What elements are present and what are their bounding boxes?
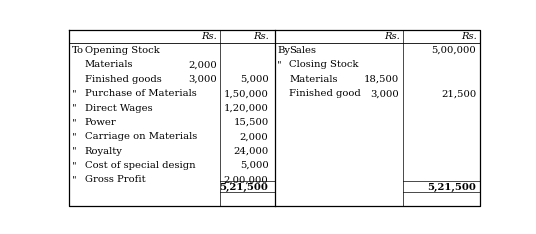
Text: Cost of special design: Cost of special design	[85, 161, 196, 170]
Text: Purchase of Materials: Purchase of Materials	[85, 89, 197, 98]
Text: Sales: Sales	[289, 46, 316, 55]
Text: Rs.: Rs.	[202, 32, 218, 41]
Text: 1,50,000: 1,50,000	[224, 89, 269, 98]
Text: 2,00,000: 2,00,000	[224, 176, 269, 184]
Text: ": "	[72, 118, 76, 127]
Text: 21,500: 21,500	[441, 89, 476, 98]
Text: Direct Wages: Direct Wages	[85, 104, 152, 113]
Text: 18,500: 18,500	[363, 75, 399, 84]
Text: 2,000: 2,000	[188, 60, 217, 69]
Text: 5,000: 5,000	[240, 161, 269, 170]
Text: Finished goods: Finished goods	[85, 75, 161, 84]
Text: Rs.: Rs.	[461, 32, 477, 41]
Text: Finished good: Finished good	[289, 89, 361, 98]
Text: Materials: Materials	[85, 60, 133, 69]
Text: 2,000: 2,000	[240, 132, 269, 141]
Text: ": "	[277, 60, 281, 69]
Text: Opening Stock: Opening Stock	[85, 46, 160, 55]
Text: Gross Profit: Gross Profit	[85, 176, 145, 184]
Text: 5,00,000: 5,00,000	[431, 46, 476, 55]
Text: Materials: Materials	[289, 75, 338, 84]
Text: ": "	[72, 89, 76, 98]
Text: To: To	[72, 46, 84, 55]
Text: ": "	[72, 147, 76, 156]
Text: Carriage on Materials: Carriage on Materials	[85, 132, 197, 141]
Text: 1,20,000: 1,20,000	[224, 104, 269, 113]
Text: 5,000: 5,000	[240, 75, 269, 84]
Text: Rs.: Rs.	[254, 32, 269, 41]
Text: Rs.: Rs.	[384, 32, 399, 41]
Text: 24,000: 24,000	[233, 147, 269, 156]
Text: Closing Stock: Closing Stock	[289, 60, 359, 69]
Text: ": "	[72, 176, 76, 184]
Text: By: By	[277, 46, 290, 55]
Text: Royalty: Royalty	[85, 147, 123, 156]
Text: 5,21,500: 5,21,500	[220, 183, 269, 192]
Text: ": "	[72, 104, 76, 113]
Text: Power: Power	[85, 118, 116, 127]
Text: ": "	[72, 132, 76, 141]
Text: ": "	[72, 161, 76, 170]
Text: 15,500: 15,500	[233, 118, 269, 127]
Text: 3,000: 3,000	[370, 89, 399, 98]
Text: 5,21,500: 5,21,500	[427, 183, 476, 192]
Text: 3,000: 3,000	[188, 75, 217, 84]
